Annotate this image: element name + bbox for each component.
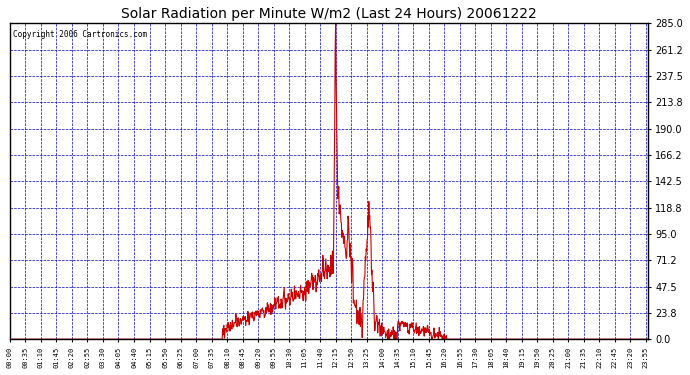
Title: Solar Radiation per Minute W/m2 (Last 24 Hours) 20061222: Solar Radiation per Minute W/m2 (Last 24… bbox=[121, 7, 537, 21]
Text: Copyright 2006 Cartronics.com: Copyright 2006 Cartronics.com bbox=[13, 30, 147, 39]
